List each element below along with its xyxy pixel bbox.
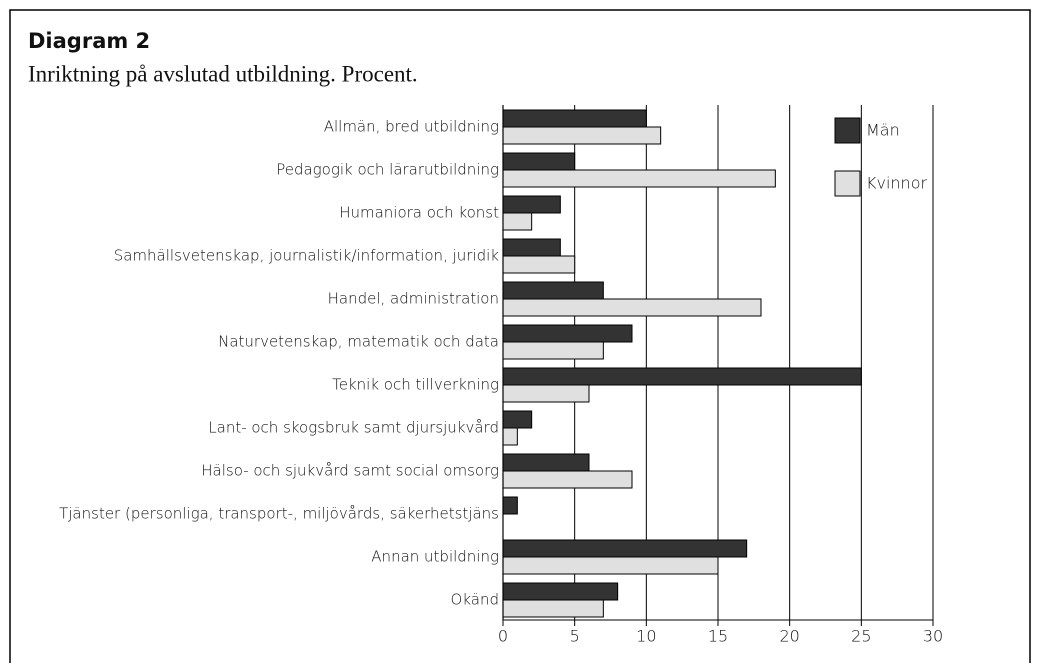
legend-label: Män [866, 121, 900, 140]
bar [502, 427, 518, 446]
y-tick-label: Pedagogik och lärarutbildning [276, 161, 499, 179]
chart-title: Diagram 2 [28, 29, 150, 53]
x-tick-label: 20 [779, 627, 799, 646]
bar [502, 281, 604, 300]
x-tick-label: 0 [498, 627, 508, 646]
y-tick-label: Hälso- och sjukvård samt social omsorg [201, 462, 499, 480]
y-tick-label: Teknik och tillverkning [332, 376, 499, 394]
y-tick-label: Samhällsvetenskap, journalistik/informat… [114, 247, 500, 265]
legend-swatch [834, 117, 861, 144]
x-tick-label: 10 [636, 627, 656, 646]
bar [502, 169, 776, 188]
chart-subtitle: Inriktning på avslutad utbildning. Proce… [28, 61, 418, 86]
bar [502, 152, 576, 171]
y-tick-label: Okänd [451, 591, 499, 609]
y-tick-label: Annan utbildning [371, 548, 499, 566]
bar [502, 255, 576, 274]
y-tick-label: Naturvetenskap, matematik och data [218, 333, 499, 351]
bar [502, 410, 533, 429]
x-tick-label: 30 [923, 627, 943, 646]
x-tick-label: 5 [570, 627, 580, 646]
bar [502, 582, 619, 601]
bar [502, 195, 561, 214]
bar [502, 367, 862, 386]
x-tick-label: 25 [851, 627, 871, 646]
bar [502, 539, 748, 558]
bar [502, 109, 647, 128]
bar [502, 384, 590, 403]
bar [502, 496, 518, 515]
bar [502, 470, 633, 489]
bar [502, 556, 719, 575]
bar [502, 238, 561, 257]
frame [9, 9, 1031, 663]
legend-label: Kvinnor [866, 174, 927, 193]
bar [502, 126, 662, 145]
y-tick-label: Tjänster (personliga, transport-, miljöv… [59, 505, 499, 523]
bar [502, 212, 533, 231]
y-tick-label: Lant- och skogsbruk samt djursjukvård [208, 419, 499, 437]
bar [502, 324, 633, 343]
y-tick-label: Humaniora och konst [339, 204, 499, 222]
legend-swatch [834, 170, 861, 197]
y-tick-label: Handel, administration [328, 290, 499, 308]
bar [502, 599, 604, 618]
bar [502, 341, 604, 360]
bar [502, 298, 762, 317]
bar [502, 453, 590, 472]
y-tick-label: Allmän, bred utbildning [324, 118, 499, 136]
x-tick-label: 15 [708, 627, 728, 646]
